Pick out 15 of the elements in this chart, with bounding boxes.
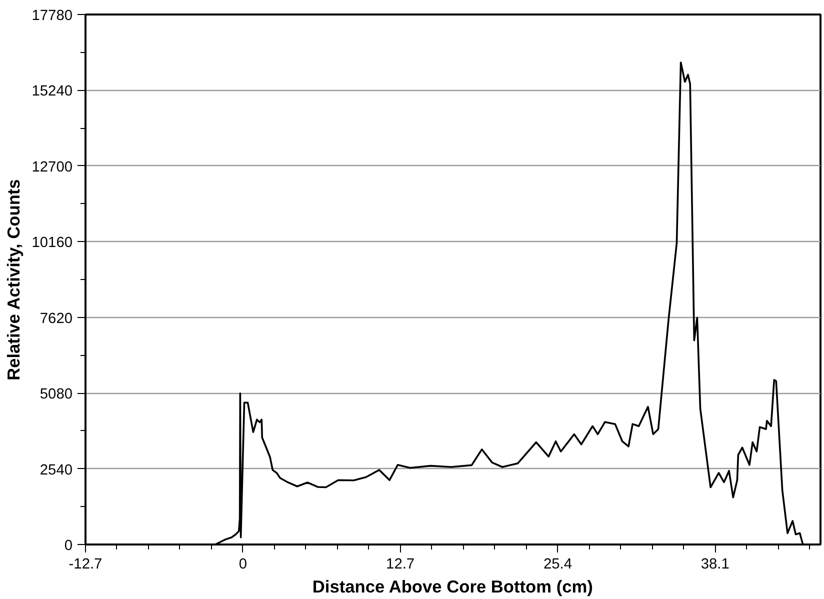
x-axis-title: Distance Above Core Bottom (cm)	[312, 576, 593, 596]
y-tick-label: 12700	[32, 159, 73, 176]
x-tick-label: -12.7	[68, 556, 102, 572]
y-tick-label: 2540	[40, 462, 73, 478]
y-tick-label: 0	[64, 538, 73, 554]
y-tick-label: 15240	[32, 84, 73, 100]
x-tick-label: 38.1	[700, 556, 730, 572]
y-tick-label: 5080	[40, 386, 73, 403]
y-tick-label: 10160	[32, 235, 73, 252]
x-tick-label: 0	[238, 556, 247, 572]
x-tick-label: 12.7	[386, 556, 415, 572]
y-tick-label: 17780	[32, 8, 73, 24]
x-tick-label: 25.4	[543, 556, 572, 572]
y-tick-label: 7620	[40, 310, 73, 327]
y-axis-title: Relative Activity, Counts	[4, 179, 24, 380]
